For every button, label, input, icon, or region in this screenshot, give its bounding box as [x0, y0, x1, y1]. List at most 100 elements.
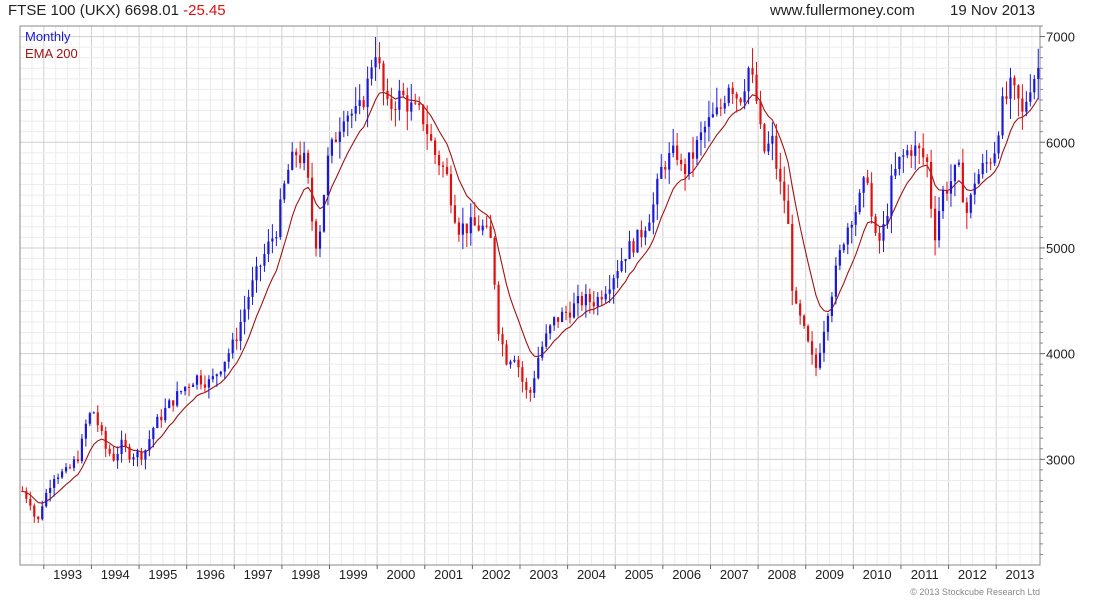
bar-body — [283, 183, 286, 200]
ohlc-bar — [465, 223, 468, 248]
ohlc-bar — [668, 142, 671, 184]
ohlc-bar — [493, 236, 496, 290]
ohlc-bar — [25, 487, 28, 504]
bar-body — [703, 126, 707, 133]
ohlc-bar — [997, 131, 1000, 159]
ohlc-bar — [926, 154, 929, 178]
bar-body — [406, 95, 409, 112]
bar-body — [187, 386, 191, 388]
bar-body — [49, 487, 52, 493]
bar-body — [243, 309, 246, 322]
bar-body — [731, 87, 734, 94]
bar-body — [68, 467, 72, 469]
ohlc-bar — [731, 82, 734, 105]
ohlc-bar — [886, 203, 889, 229]
ohlc-bar — [854, 205, 857, 237]
x-tick-label: 1999 — [339, 567, 368, 582]
bar-body — [207, 379, 210, 388]
x-tick-label: 2012 — [958, 567, 987, 582]
bar-body — [275, 237, 278, 239]
ohlc-bar — [751, 48, 754, 84]
ohlc-bar — [271, 224, 274, 254]
bar-body — [433, 140, 437, 156]
ohlc-bar — [826, 313, 830, 341]
ohlc-bar — [426, 105, 429, 150]
ohlc-bar — [394, 101, 397, 127]
bar-body — [29, 498, 32, 506]
ohlc-bar — [477, 215, 480, 232]
ohlc-bar — [517, 355, 520, 378]
ohlc-bar — [84, 419, 87, 447]
ohlc-bar — [374, 36, 377, 81]
ohlc-bar — [850, 220, 853, 244]
bar-body — [533, 378, 536, 393]
bar-body — [303, 152, 306, 164]
ohlc-bar — [430, 123, 433, 142]
bar-body — [366, 78, 369, 108]
bar-body — [497, 284, 500, 335]
bar-body — [132, 457, 135, 460]
ohlc-bar — [255, 256, 258, 293]
ohlc-bar — [386, 78, 389, 106]
bar-body — [505, 344, 508, 365]
bar-body — [441, 165, 445, 167]
ohlc-bar — [576, 284, 580, 317]
bar-body — [969, 194, 972, 213]
ohlc-bar — [656, 173, 659, 220]
bar-body — [818, 352, 822, 368]
ohlc-bar — [735, 91, 738, 113]
bar-body — [814, 354, 818, 368]
bar-body — [898, 156, 901, 170]
bar-body — [183, 386, 187, 392]
ohlc-bar — [72, 456, 76, 472]
bar-body — [211, 376, 214, 380]
ohlc-bar — [1001, 87, 1004, 139]
bar-body — [314, 221, 318, 249]
ohlc-bar — [759, 90, 762, 130]
ohlc-bar — [767, 131, 770, 156]
ohlc-bar — [299, 141, 302, 169]
ema-line-layer — [22, 92, 1039, 504]
ohlc-bar — [691, 136, 695, 177]
ohlc-bar — [449, 165, 453, 214]
bar-body — [291, 151, 294, 170]
ohlc-bar — [469, 203, 472, 246]
site-url[interactable]: www.fullermoney.com — [770, 2, 915, 19]
bar-body — [473, 217, 476, 226]
bar-body — [1005, 96, 1008, 99]
ohlc-bar — [600, 290, 603, 305]
ohlc-bar — [509, 359, 512, 369]
bar-body — [886, 216, 889, 225]
bar-body — [426, 124, 429, 135]
bar-body — [719, 107, 722, 109]
ohlc-bar — [787, 184, 790, 225]
ohlc-bar — [680, 153, 683, 172]
ohlc-bar — [259, 264, 262, 282]
bar-body — [362, 100, 365, 108]
ohlc-bar — [33, 503, 36, 523]
bar-body — [997, 135, 1000, 154]
ohlc-bar — [247, 289, 250, 320]
y-tick-label: 6000 — [1046, 135, 1075, 150]
ohlc-bar — [445, 158, 449, 176]
legend-ema: EMA 200 — [25, 46, 78, 61]
ohlc-bar — [549, 324, 552, 340]
ohlc-bar — [279, 188, 282, 240]
bar-body — [608, 289, 611, 294]
ohlc-bar — [660, 154, 663, 180]
y-tick-label: 5000 — [1046, 241, 1075, 256]
bar-body — [1029, 92, 1032, 102]
ohlc-bar — [783, 166, 786, 214]
bar-body — [568, 312, 572, 318]
ohlc-bar — [977, 169, 980, 185]
bar-body — [592, 302, 595, 307]
ohlc-bar — [715, 87, 718, 117]
bar-body — [584, 294, 587, 306]
bar-body — [374, 57, 377, 68]
ohlc-bar — [215, 373, 218, 387]
ohlc-bar — [572, 292, 576, 319]
x-tick-label: 2013 — [1006, 567, 1035, 582]
bar-body — [116, 453, 119, 461]
ohlc-bar — [310, 162, 314, 231]
bar-body — [1001, 96, 1004, 136]
